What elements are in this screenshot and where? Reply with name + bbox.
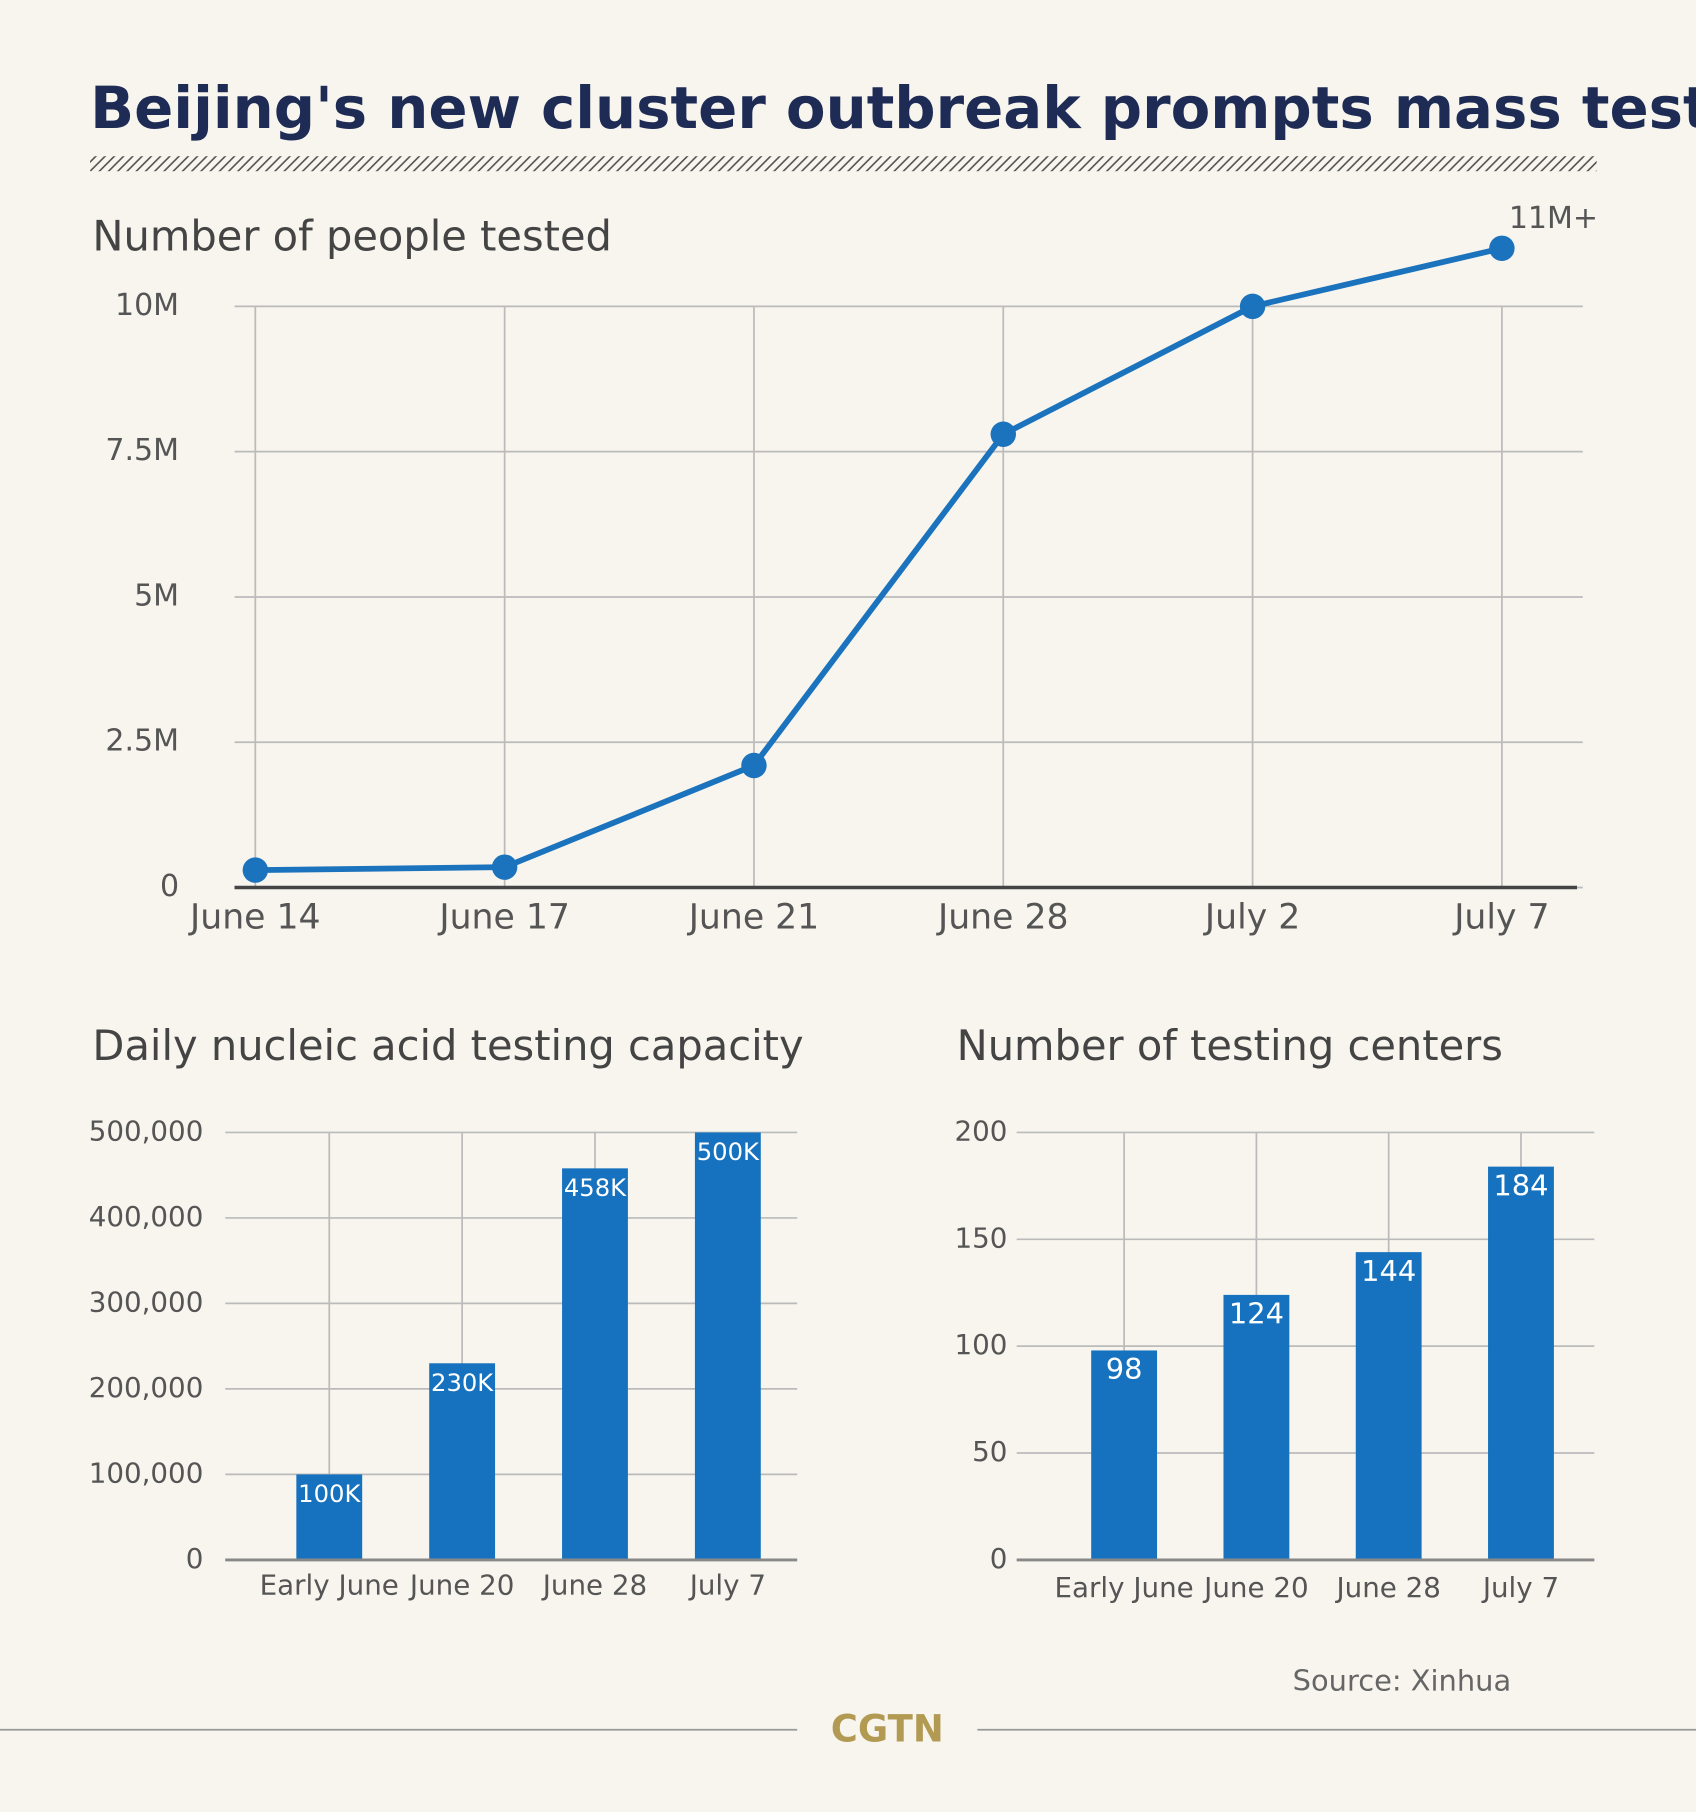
x-tick-label: June 28 [936,898,1069,938]
main-title: Beijing's new cluster outbreak prompts m… [90,74,1696,142]
x-tick-label: June 14 [188,898,321,938]
y-tick-label: 100 [955,1328,1008,1361]
point [242,857,269,883]
point [1239,293,1266,320]
y-tick-label: 500,000 [89,1114,204,1147]
title-rule [90,156,1597,172]
x-tick-label: June 20 [1202,1571,1308,1604]
point [741,752,767,779]
value-label: 184 [1493,1168,1548,1202]
bar [1091,1350,1158,1560]
bar [1355,1252,1422,1560]
x-tick-label: June 20 [408,1568,514,1601]
bar [429,1363,496,1560]
value-label: 144 [1361,1254,1416,1288]
bar [296,1474,363,1560]
y-tick-label: 5M [134,578,179,613]
bar [1488,1166,1554,1560]
point [1489,235,1515,261]
chart-title: Daily nucleic acid testing capacity [92,1021,803,1070]
x-tick-label: Early June [1055,1571,1194,1604]
x-tick-label: Early June [260,1568,399,1601]
value-label: 11M+ [1509,201,1598,236]
y-tick-label: 200,000 [89,1371,204,1404]
y-tick-label: 150 [955,1221,1008,1254]
chart-title: Number of testing centers [957,1021,1503,1070]
point [990,421,1016,447]
x-tick-label: July 7 [1481,1571,1559,1604]
value-label: 500K [697,1137,760,1166]
source: Source: Xinhua [1293,1663,1511,1697]
y-tick-label: 0 [186,1542,204,1575]
logo: CGTN [831,1707,944,1750]
line [255,245,1503,873]
y-tick-label: 2.5M [105,724,179,759]
y-tick-label: 100,000 [89,1456,204,1489]
y-tick-label: 50 [972,1435,1007,1468]
x-tick-label: July 7 [688,1568,766,1601]
y-tick-label: 7.5M [105,433,179,468]
x-tick-label: June 17 [437,898,570,938]
value-label: 124 [1229,1297,1284,1331]
y-tick-label: 300,000 [89,1285,204,1318]
chart-title: Number of people tested [92,211,612,260]
value-label: 100K [298,1479,361,1508]
x-tick-label: June 28 [1334,1571,1440,1604]
bar [694,1132,761,1560]
value-label: 98 [1106,1352,1143,1386]
y-tick-label: 400,000 [89,1200,204,1233]
value-label: 458K [564,1173,627,1202]
y-tick-label: 0 [160,869,179,904]
y-tick-label: 0 [990,1542,1008,1575]
y-tick-label: 200 [955,1114,1008,1147]
bar [562,1168,628,1560]
x-tick-label: June 28 [541,1568,647,1601]
bar [1223,1294,1290,1560]
y-tick-label: 10M [115,288,179,323]
x-tick-label: July 2 [1203,898,1300,938]
value-label: 230K [431,1368,494,1397]
x-tick-label: July 7 [1452,898,1549,938]
point [491,854,518,880]
x-tick-label: June 21 [687,898,820,938]
